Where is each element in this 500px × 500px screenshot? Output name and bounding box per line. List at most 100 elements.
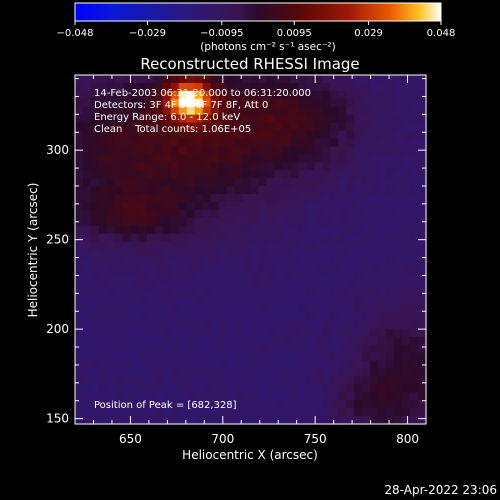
heatmap-cell: [394, 114, 403, 124]
heatmap-cell: [330, 249, 339, 259]
heatmap-cell: [402, 154, 411, 163]
heatmap-cell: [354, 98, 363, 108]
heatmap-cell: [114, 320, 124, 330]
heatmap-cell: [330, 201, 339, 211]
heatmap-cell: [274, 273, 284, 282]
heatmap-cell: [202, 82, 212, 92]
heatmap-cell: [186, 265, 196, 274]
heatmap-cell: [106, 90, 116, 100]
heatmap-cell: [266, 90, 276, 100]
heatmap-cell: [298, 106, 307, 116]
heatmap-cell: [194, 241, 204, 251]
heatmap-cell: [82, 328, 92, 338]
heatmap-cell: [402, 217, 411, 227]
heatmap-cell: [258, 376, 268, 385]
heatmap-cell: [130, 138, 140, 147]
heatmap-cell: [298, 138, 307, 147]
heatmap-cell: [75, 82, 84, 92]
heatmap-cell: [394, 305, 403, 314]
heatmap-cell: [234, 209, 244, 219]
heatmap-cell: [162, 217, 172, 227]
heatmap-cell: [322, 154, 331, 163]
heatmap-cell: [154, 130, 164, 140]
heatmap-cell: [266, 209, 276, 219]
heatmap-cell: [274, 320, 284, 330]
heatmap-cell: [410, 360, 419, 370]
heatmap-cell: [330, 178, 339, 187]
heatmap-cell: [194, 312, 204, 322]
heatmap-cell: [394, 98, 403, 108]
heatmap-cell: [242, 297, 252, 306]
heatmap-cell: [346, 217, 355, 227]
heatmap-cell: [218, 209, 228, 219]
heatmap-cell: [386, 217, 395, 227]
heatmap-cell: [210, 289, 220, 298]
heatmap-cell: [226, 186, 236, 195]
heatmap-cell: [114, 368, 124, 378]
heatmap-cell: [98, 416, 108, 425]
heatmap-cell: [314, 75, 323, 84]
heatmap-cell: [226, 408, 236, 417]
heatmap-cell: [162, 82, 172, 92]
heatmap-cell: [266, 344, 276, 354]
heatmap-cell: [418, 82, 427, 92]
heatmap-cell: [194, 114, 204, 124]
heatmap-cell: [290, 178, 299, 187]
heatmap-cell: [234, 289, 244, 298]
heatmap-cell: [162, 186, 172, 195]
heatmap-cell: [178, 328, 188, 338]
heatmap-cell: [106, 233, 116, 243]
heatmap-cell: [82, 178, 92, 187]
heatmap-cell: [234, 98, 244, 108]
heatmap-cell: [354, 416, 363, 425]
heatmap-cell: [186, 392, 196, 401]
heatmap-cell: [282, 249, 291, 259]
heatmap-cell: [210, 265, 220, 274]
heatmap-cell: [410, 257, 419, 266]
heatmap-cell: [106, 400, 116, 409]
heatmap-cell: [298, 320, 307, 330]
heatmap-cell: [266, 376, 276, 385]
heatmap-cell: [114, 305, 124, 314]
heatmap-cell: [354, 209, 363, 219]
heatmap-cell: [338, 320, 347, 330]
heatmap-cell: [266, 352, 276, 362]
heatmap-cell: [242, 98, 252, 108]
heatmap-cell: [122, 305, 132, 314]
heatmap-cell: [82, 170, 92, 179]
heatmap-cell: [258, 400, 268, 409]
heatmap-cell: [418, 352, 427, 362]
heatmap-cell: [178, 257, 188, 266]
heatmap-cell: [266, 193, 276, 203]
heatmap-cell: [298, 305, 307, 314]
heatmap-cell: [402, 193, 411, 203]
heatmap-cell: [354, 186, 363, 195]
heatmap-cell: [234, 162, 244, 171]
heatmap-cell: [370, 297, 379, 306]
heatmap-cell: [170, 289, 180, 298]
heatmap-cell: [170, 162, 180, 171]
heatmap-cell: [378, 209, 387, 219]
heatmap-cell: [370, 384, 379, 393]
heatmap-cell: [98, 122, 108, 132]
heatmap-cell: [322, 114, 331, 124]
heatmap-cell: [346, 265, 355, 274]
heatmap-cell: [154, 265, 164, 274]
heatmap-cell: [362, 281, 371, 290]
heatmap-cell: [418, 106, 427, 116]
heatmap-cell: [226, 138, 236, 147]
heatmap-cell: [370, 408, 379, 417]
heatmap-cell: [98, 344, 108, 354]
heatmap-cell: [386, 352, 395, 362]
heatmap-cell: [186, 130, 196, 140]
heatmap-cell: [314, 138, 323, 147]
heatmap-cell: [402, 281, 411, 290]
heatmap-cell: [146, 312, 156, 322]
heatmap-cell: [338, 146, 347, 155]
heatmap-cell: [362, 193, 371, 203]
heatmap-cell: [330, 225, 339, 235]
heatmap-cell: [122, 241, 132, 251]
x-tick-label: 650: [119, 432, 142, 446]
heatmap-cell: [82, 352, 92, 362]
heatmap-cell: [106, 392, 116, 401]
